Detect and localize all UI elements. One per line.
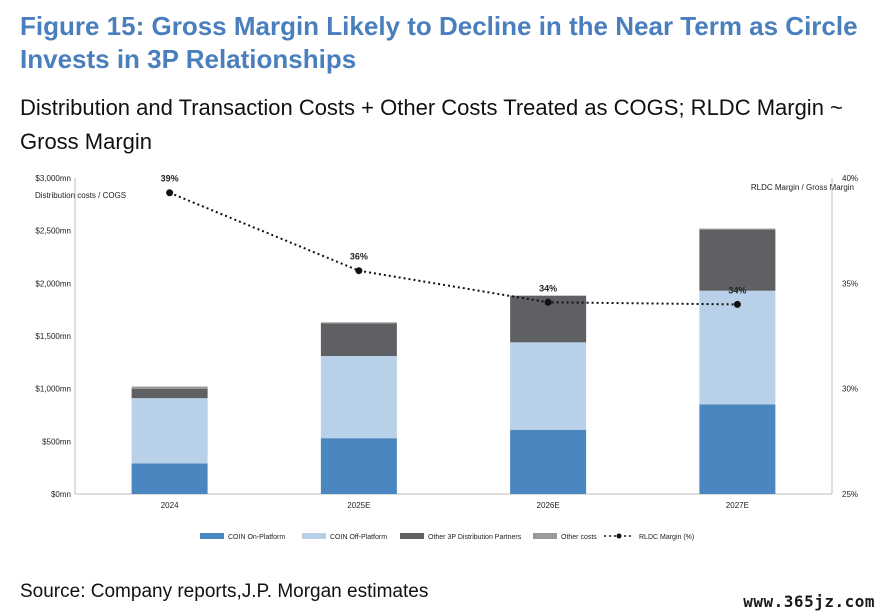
legend-label: Other 3P Distribution Partners <box>428 534 522 541</box>
bar-segment <box>320 356 397 439</box>
x-tick-label: 2024 <box>161 501 179 510</box>
bar-segment <box>320 322 397 324</box>
x-tick-label: 2025E <box>347 501 370 510</box>
rldc-data-label: 34% <box>539 283 557 293</box>
rldc-margin-point <box>544 298 552 306</box>
bar-segment <box>699 404 776 494</box>
bar-segment <box>131 386 208 389</box>
legend-label: COIN Off-Platform <box>330 534 387 541</box>
rldc-margin-line <box>169 191 738 306</box>
bar-segment <box>131 463 208 494</box>
bar-segment <box>699 228 776 230</box>
right-tick-label: 40% <box>842 174 858 183</box>
rldc-data-label: 34% <box>728 285 746 295</box>
legend-label: Other costs <box>561 534 597 541</box>
legend-label: RLDC Margin (%) <box>639 534 694 541</box>
x-tick-label: 2026E <box>537 501 560 510</box>
bar-segment <box>131 398 208 464</box>
legend-swatch <box>200 533 224 539</box>
legend-line-marker <box>616 533 622 539</box>
left-axis-label: Distribution costs / COGS <box>35 191 126 200</box>
left-tick-label: $0mn <box>51 490 71 499</box>
rldc-data-label: 39% <box>161 174 179 184</box>
bar-segment <box>510 342 587 430</box>
right-tick-label: 25% <box>842 490 858 499</box>
legend-swatch <box>533 533 557 539</box>
figure-title: Figure 15: Gross Margin Likely to Declin… <box>20 11 858 74</box>
rldc-margin-point <box>733 300 741 308</box>
left-tick-label: $3,000mn <box>35 174 71 183</box>
left-tick-label: $1,500mn <box>35 332 71 341</box>
bar-segment <box>510 295 587 296</box>
left-tick-label: $500mn <box>42 437 71 446</box>
legend-swatch <box>302 533 326 539</box>
bar-segment <box>131 388 208 399</box>
stacked-bar-chart: Distribution costs / COGS RLDC Margin / … <box>35 174 858 541</box>
right-tick-label: 30% <box>842 385 858 394</box>
left-tick-label: $1,000mn <box>35 385 71 394</box>
bar-segment <box>699 290 776 405</box>
rldc-data-label: 36% <box>350 252 368 262</box>
rldc-margin-point <box>355 267 363 275</box>
bar-segment <box>320 323 397 357</box>
left-tick-label: $2,500mn <box>35 227 71 236</box>
watermark: www.365jz.com <box>743 592 875 611</box>
left-tick-label: $2,000mn <box>35 279 71 288</box>
bar-segment <box>510 429 587 494</box>
x-tick-label: 2027E <box>726 501 749 510</box>
right-axis-label: RLDC Margin / Gross Margin <box>751 183 854 192</box>
right-tick-label: 35% <box>842 279 858 288</box>
bar-segment <box>699 229 776 291</box>
rldc-margin-point <box>166 189 174 197</box>
bar-segment <box>320 438 397 494</box>
source-note: Source: Company reports,J.P. Morgan esti… <box>20 581 429 602</box>
figure-subtitle: Distribution and Transaction Costs + Oth… <box>20 95 843 154</box>
legend-swatch <box>400 533 424 539</box>
plot-area: $0mn $500mn $1,000mn $1,500mn $2,000mn $2,500… <box>35 174 858 541</box>
legend-label: COIN On-Platform <box>228 534 285 541</box>
